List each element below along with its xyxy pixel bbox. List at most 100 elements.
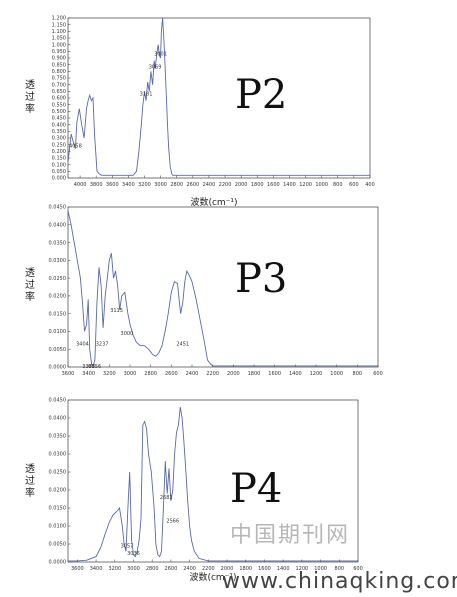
x-tick-label: 3400 xyxy=(82,371,95,377)
x-tick-label: 1200 xyxy=(296,566,309,572)
y-tick-label: 0.550 xyxy=(52,102,66,108)
x-tick-label: 1400 xyxy=(277,566,290,572)
x-tick-label: 3200 xyxy=(108,566,121,572)
y-tick-label: 0.0450 xyxy=(49,398,67,404)
x-tick-label: 1000 xyxy=(314,566,327,572)
y-tick-label: 0.0100 xyxy=(49,329,67,335)
y-tick-label: 1.100 xyxy=(52,29,66,35)
y-tick-label: 0.0300 xyxy=(49,258,67,264)
peak-label: 3404 xyxy=(76,342,89,348)
p4-x-ticks: 3600 3400 3200 3000 2800 2600 2400 2200 2000 1800… xyxy=(71,559,363,572)
p3-panel-label: P3 xyxy=(235,256,287,302)
y-tick-label: 0.000 xyxy=(52,176,66,182)
y-tick-label: 0.100 xyxy=(52,162,66,168)
x-tick-label: 2600 xyxy=(165,566,178,572)
x-tick-label: 400 xyxy=(365,182,375,188)
x-tick-label: 1800 xyxy=(251,182,264,188)
x-tick-label: 3600 xyxy=(62,371,75,377)
p2-y-ticks: 0.0000.0500.1000.1500.2000.2500.3000.350… xyxy=(52,16,71,182)
y-tick-label: 0.700 xyxy=(52,82,66,88)
y-tick-label: 0.0400 xyxy=(49,416,67,422)
p4-y-ticks: 0.0000 0.0050 0.0100 0.0150 0.0200 0.0250 0.03… xyxy=(49,398,71,566)
panel-p3: 透 过 率 0.0000 0.0050 0.0100 0.0150 0.0200 0.02… xyxy=(25,205,383,377)
y-tick-label: 0.0400 xyxy=(49,222,67,228)
p3-ylabel: 透 过 率 xyxy=(25,267,35,303)
peak-label: 3000 xyxy=(121,331,134,337)
x-tick-label: 1600 xyxy=(268,371,281,377)
x-tick-label: 3200 xyxy=(103,371,116,377)
x-tick-label: 1600 xyxy=(267,182,280,188)
x-tick-label: 2400 xyxy=(203,182,216,188)
y-tick-label: 0.0350 xyxy=(49,240,67,246)
peak-label: 3115 xyxy=(110,308,123,314)
p3-y-ticks: 0.0000 0.0050 0.0100 0.0150 0.0200 0.0250 0.03… xyxy=(49,205,71,371)
x-tick-label: 800 xyxy=(335,566,345,572)
y-tick-label: 0.400 xyxy=(52,122,66,128)
x-tick-label: 2400 xyxy=(183,566,196,572)
x-tick-label: 2200 xyxy=(219,182,232,188)
x-tick-label: 2000 xyxy=(235,182,248,188)
x-tick-label: 3600 xyxy=(106,182,119,188)
x-tick-label: 3600 xyxy=(71,566,84,572)
p3-plot-frame xyxy=(67,206,379,368)
x-tick-label: 1400 xyxy=(289,371,302,377)
y-tick-label: 0.0000 xyxy=(49,560,67,566)
y-tick-label: 0.850 xyxy=(52,62,66,68)
y-tick-label: 0.500 xyxy=(52,109,66,115)
p4-xlabel: 波数(cm⁻¹) xyxy=(189,571,236,583)
x-tick-label: 2400 xyxy=(186,371,199,377)
x-tick-label: 600 xyxy=(353,566,363,572)
p4-ylabel-line3: 率 xyxy=(25,486,35,499)
p2-ylabel-line1: 透 xyxy=(25,79,35,91)
x-tick-label: 3000 xyxy=(154,182,167,188)
y-tick-label: 0.0450 xyxy=(49,205,67,211)
y-tick-label: 0.0100 xyxy=(49,524,67,530)
y-tick-label: 1.050 xyxy=(52,36,66,42)
x-tick-label: 3400 xyxy=(122,182,135,188)
y-tick-label: 0.0250 xyxy=(49,470,67,476)
p2-peak-labels: 4058 3181 3069 3001 xyxy=(69,51,167,149)
p3-ylabel-line3: 率 xyxy=(25,290,35,303)
y-tick-label: 0.0250 xyxy=(49,276,67,282)
x-tick-label: 2800 xyxy=(146,566,159,572)
x-tick-label: 800 xyxy=(353,371,363,377)
x-tick-label: 2800 xyxy=(170,182,183,188)
p4-ylabel-line2: 过 xyxy=(25,474,35,487)
x-tick-label: 1000 xyxy=(315,182,328,188)
y-tick-label: 0.250 xyxy=(52,142,66,148)
p2-ylabel: 透 过 率 xyxy=(25,79,35,115)
x-tick-label: 3000 xyxy=(124,371,137,377)
peak-label: 3356 xyxy=(88,364,101,370)
x-tick-label: 2000 xyxy=(221,566,234,572)
y-tick-label: 0.450 xyxy=(52,116,66,122)
y-tick-label: 0.200 xyxy=(52,149,66,155)
x-tick-label: 2000 xyxy=(227,371,240,377)
x-tick-label: 3000 xyxy=(127,566,140,572)
p4-ylabel: 透 过 率 xyxy=(25,463,35,499)
x-tick-label: 1800 xyxy=(239,566,252,572)
p3-ylabel-line1: 透 xyxy=(25,267,35,279)
p4-plot-frame xyxy=(67,399,359,563)
y-tick-label: 0.0350 xyxy=(49,434,67,440)
x-tick-label: 4000 xyxy=(74,182,87,188)
p3-ylabel-line2: 过 xyxy=(25,278,35,291)
x-tick-label: 2200 xyxy=(202,566,215,572)
y-tick-label: 0.950 xyxy=(52,49,66,55)
panel-p2: 透 过 率 0.0000.0500.1000.1500.2000.2500.30… xyxy=(25,16,375,208)
x-tick-label: 1600 xyxy=(258,566,271,572)
watermark-cn: 中国期刊网 xyxy=(230,523,350,548)
y-tick-label: 0.750 xyxy=(52,76,66,82)
x-tick-label: 1400 xyxy=(283,182,296,188)
peak-label: 3069 xyxy=(149,65,162,71)
peak-label: 3181 xyxy=(140,91,153,97)
y-tick-label: 0.350 xyxy=(52,129,66,135)
x-tick-label: 2200 xyxy=(206,371,219,377)
x-tick-label: 1200 xyxy=(299,182,312,188)
p2-ylabel-line3: 率 xyxy=(25,102,35,115)
p3-spectrum-line xyxy=(67,210,378,367)
x-tick-label: 3200 xyxy=(138,182,151,188)
watermark-url: www.chinaqking.com xyxy=(222,569,457,593)
y-tick-label: 0.300 xyxy=(52,136,66,142)
